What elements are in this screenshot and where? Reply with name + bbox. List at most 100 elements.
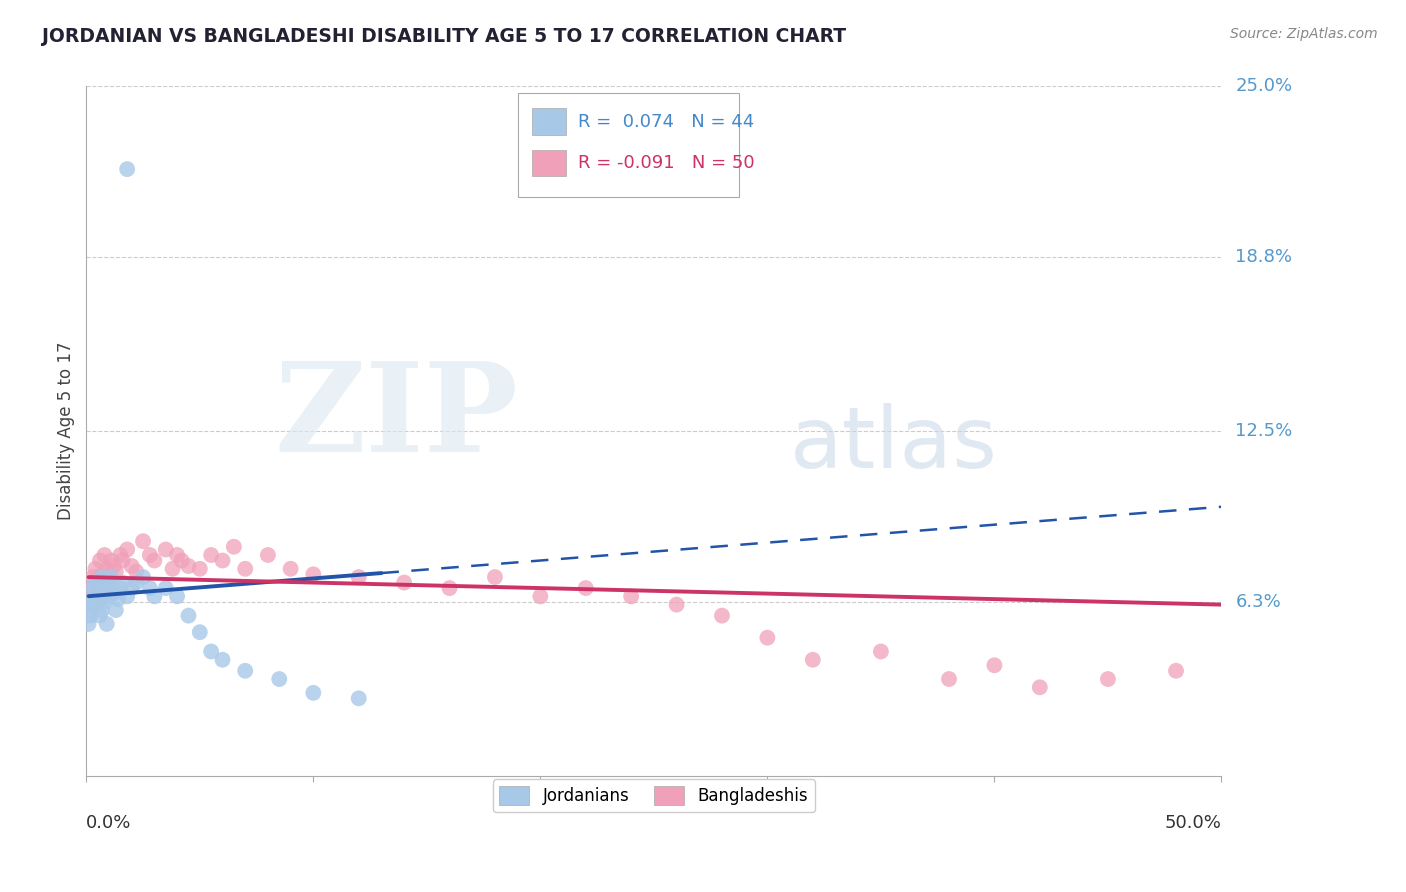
Point (392, 575, 415, 590)
Point (1164, 664, 1187, 678)
Point (177, 559, 200, 574)
Point (132, 570, 155, 584)
Point (103, 586, 125, 600)
Point (710, 608, 733, 623)
Point (115, 162, 138, 177)
Point (96, 575, 118, 590)
Text: 18.8%: 18.8% (1236, 248, 1292, 267)
Point (177, 608, 200, 623)
Point (983, 658, 1005, 673)
Point (139, 581, 162, 595)
Point (100, 553, 122, 567)
Text: 50.0%: 50.0% (1164, 814, 1222, 832)
Point (484, 570, 506, 584)
Point (86, 575, 108, 590)
Point (98, 590, 121, 604)
Point (211, 653, 233, 667)
Point (86, 586, 108, 600)
Text: 6.3%: 6.3% (1236, 593, 1281, 611)
Point (110, 581, 132, 595)
Y-axis label: Disability Age 5 to 17: Disability Age 5 to 17 (58, 342, 75, 520)
Point (269, 672, 291, 686)
Point (80, 581, 103, 595)
Point (170, 553, 193, 567)
Point (1029, 681, 1052, 695)
Point (93, 595, 115, 609)
Point (103, 559, 125, 574)
FancyBboxPatch shape (533, 150, 567, 176)
Point (233, 664, 256, 678)
Point (302, 686, 325, 700)
Point (439, 581, 461, 595)
Point (139, 548, 162, 562)
Point (107, 592, 129, 607)
Point (233, 562, 256, 576)
Point (93, 581, 115, 595)
Point (162, 562, 184, 576)
Point (188, 625, 211, 640)
Point (96, 562, 118, 576)
Point (166, 590, 188, 604)
Point (143, 590, 166, 604)
Point (302, 567, 325, 582)
Point (620, 590, 643, 604)
Point (125, 575, 148, 590)
Text: JORDANIAN VS BANGLADESHI DISABILITY AGE 5 TO 17 CORRELATION CHART: JORDANIAN VS BANGLADESHI DISABILITY AGE … (42, 27, 846, 45)
Point (89, 608, 111, 623)
Text: atlas: atlas (790, 403, 998, 486)
Point (155, 581, 177, 595)
Point (89, 590, 111, 604)
Text: R = -0.091   N = 50: R = -0.091 N = 50 (578, 154, 755, 172)
Point (222, 540, 245, 554)
Text: 25.0%: 25.0% (1236, 78, 1292, 95)
Point (166, 548, 188, 562)
Point (80, 603, 103, 617)
Point (132, 534, 155, 549)
Legend: Jordanians, Bangladeshis: Jordanians, Bangladeshis (492, 780, 815, 812)
Point (125, 565, 148, 579)
Point (756, 631, 779, 645)
Point (257, 548, 280, 562)
Point (121, 581, 143, 595)
Text: 12.5%: 12.5% (1236, 422, 1292, 440)
Text: R =  0.074   N = 44: R = 0.074 N = 44 (578, 112, 754, 130)
Point (89, 553, 111, 567)
Point (82, 570, 104, 584)
Point (188, 562, 211, 576)
Point (86, 595, 108, 609)
Point (111, 575, 134, 590)
Point (91, 570, 114, 584)
FancyBboxPatch shape (517, 94, 740, 197)
Point (938, 672, 960, 686)
Point (104, 603, 127, 617)
Point (84, 562, 107, 576)
Point (347, 570, 370, 584)
Point (82, 581, 104, 595)
FancyBboxPatch shape (533, 109, 567, 135)
Point (111, 553, 134, 567)
Point (77, 616, 100, 631)
Point (104, 565, 127, 579)
Point (86, 575, 108, 590)
Point (84, 590, 107, 604)
Point (110, 548, 132, 562)
Text: Source: ZipAtlas.com: Source: ZipAtlas.com (1230, 27, 1378, 41)
Point (100, 570, 122, 584)
Point (98, 570, 121, 584)
Point (143, 553, 166, 567)
Point (80, 608, 103, 623)
Text: 0.0%: 0.0% (86, 814, 132, 832)
Point (200, 548, 222, 562)
Point (115, 542, 138, 557)
Point (211, 553, 233, 567)
Point (870, 644, 893, 658)
Point (347, 691, 370, 706)
Point (529, 590, 551, 604)
Text: ZIP: ZIP (274, 357, 517, 478)
Point (96, 616, 118, 631)
Point (121, 559, 143, 574)
Point (82, 598, 104, 612)
Point (91, 567, 114, 582)
Point (84, 575, 107, 590)
Point (801, 653, 824, 667)
